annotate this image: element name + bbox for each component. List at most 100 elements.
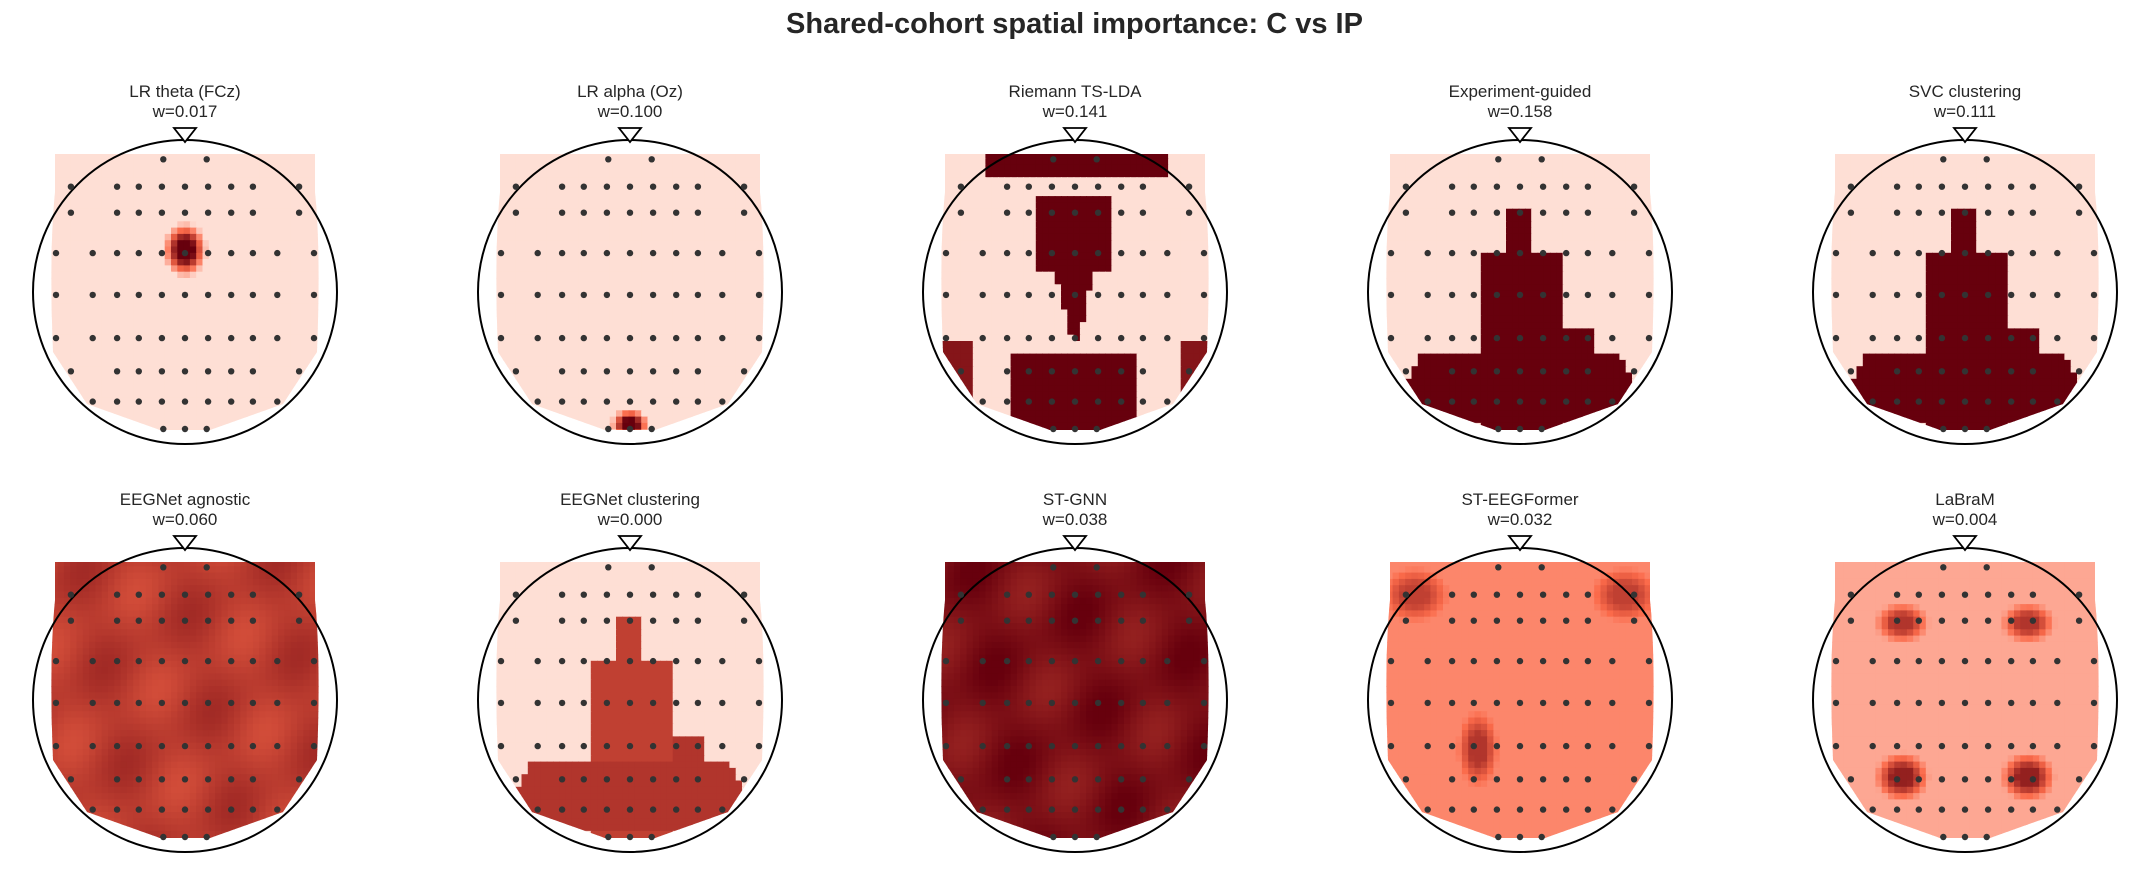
heatmap-cell [565,416,573,424]
heatmap-cell [108,372,116,380]
heatmap-cell [120,347,128,355]
heatmap-cell [240,240,248,248]
heatmap-cell [590,416,598,424]
heatmap-cell [953,170,961,178]
heatmap-cell [571,303,579,311]
heatmap-cell [697,410,705,418]
heatmap-cell [590,208,598,216]
heatmap-cell [171,202,179,210]
heatmap-cell [51,429,59,430]
electrode-dot [626,334,634,342]
heatmap-cell [108,164,116,172]
heatmap-cell [1016,170,1024,178]
heatmap-cell [152,240,160,248]
heatmap-cell [158,215,166,223]
heatmap-cell [653,315,661,323]
heatmap-cell [502,322,510,330]
heatmap-cell [271,429,279,430]
heatmap-cell [108,196,116,204]
heatmap-cell [584,397,592,405]
electrode-dot [673,398,680,405]
electrode-dot [249,291,257,299]
heatmap-cell [502,233,510,241]
heatmap-cell [565,309,573,317]
heatmap-cell [578,177,586,185]
heatmap-cell [1023,215,1031,223]
heatmap-cell [82,309,90,317]
heatmap-cell [527,366,535,374]
heatmap-cell [546,208,554,216]
heatmap-cell [76,278,84,286]
heatmap-cell [63,359,71,367]
heatmap-cell [985,196,993,204]
heatmap-cell [628,154,636,160]
heatmap-cell [553,246,561,254]
heatmap-cell [1048,202,1056,210]
heatmap-cell [742,164,750,172]
heatmap-cell [603,328,611,336]
heatmap-cell [1016,202,1024,210]
heatmap-cell [208,372,216,380]
heatmap-cell [158,341,166,349]
heatmap-cell [234,246,242,254]
heatmap-cell [183,240,191,248]
heatmap-cell [660,208,668,216]
heatmap-cell [246,328,254,336]
heatmap-cell [284,322,292,330]
heatmap-cell [571,410,579,418]
heatmap-cell [941,183,943,191]
heatmap-cell [1124,158,1132,166]
heatmap-cell [114,196,122,204]
heatmap-cell [1098,240,1106,248]
heatmap-cell [152,334,160,342]
heatmap-cell [322,398,329,405]
heatmap-cell [628,284,636,292]
heatmap-cell [89,164,97,172]
heatmap-cell [221,385,229,393]
heatmap-cell [679,227,687,235]
heatmap-cell [158,259,166,267]
heatmap-cell [152,410,160,418]
heatmap-cell [565,410,573,418]
heatmap-cell [63,252,71,260]
heatmap-cell [697,240,705,248]
heatmap-cell [716,341,724,349]
heatmap-cell [647,221,655,229]
heatmap-cell [1042,240,1050,248]
heatmap-cell [164,422,172,430]
heatmap-cell [1187,233,1195,241]
heatmap-cell [215,221,223,229]
heatmap-cell [760,404,764,412]
heatmap-cell [309,353,317,361]
heatmap-cell [51,240,59,248]
heatmap-cell [234,322,242,330]
heatmap-cell [177,271,185,279]
heatmap-cell [754,158,762,166]
heatmap-cell [202,221,210,229]
heatmap-cell [1010,164,1018,172]
heatmap-cell [284,265,292,273]
heatmap-cell [164,284,172,292]
heatmap-cell [553,240,561,248]
heatmap-cell [748,271,756,279]
heatmap-cell [133,347,141,355]
heatmap-cell [647,265,655,273]
heatmap-cell [1124,252,1132,260]
heatmap-cell [51,309,53,317]
heatmap-cell [496,397,504,405]
heatmap-cell [1105,164,1113,172]
heatmap-cell [1205,164,1209,172]
heatmap-cell [171,359,179,367]
heatmap-cell [215,347,223,355]
heatmap-cell [597,309,605,317]
heatmap-cell [609,227,617,235]
heatmap-cell [616,202,624,210]
heatmap-cell [1079,221,1087,229]
heatmap-cell [653,290,661,298]
heatmap-cell [672,164,680,172]
heatmap-cell [628,158,636,166]
heatmap-cell [171,233,179,241]
heatmap-cell [227,278,235,286]
heatmap-cell [767,215,774,222]
heatmap-cell [208,391,216,399]
